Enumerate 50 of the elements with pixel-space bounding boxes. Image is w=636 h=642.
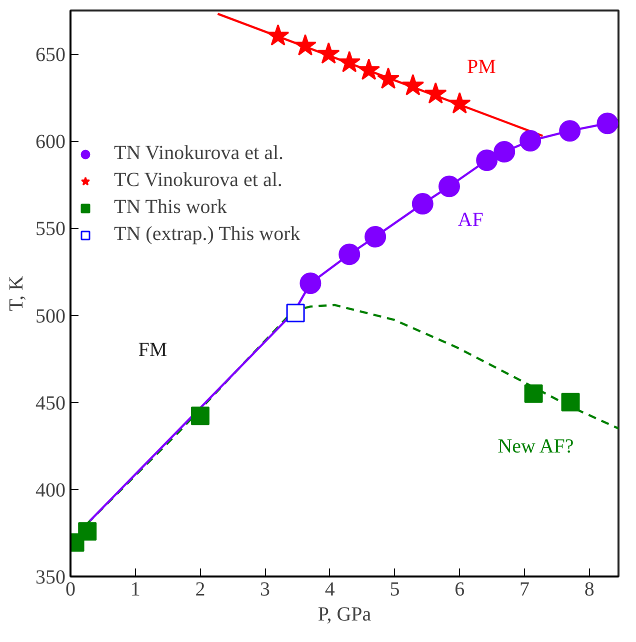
legend-label: TC Vinokurova et al. xyxy=(114,169,282,192)
y-tick-label: 350 xyxy=(36,566,66,588)
y-tick-label: 450 xyxy=(36,392,66,414)
point xyxy=(266,24,290,46)
point xyxy=(412,193,434,215)
point xyxy=(402,74,424,96)
y-axis-title: T, K xyxy=(6,275,28,312)
annotation: New AF? xyxy=(498,435,574,458)
x-tick-label: 4 xyxy=(324,578,335,600)
y-tick-label: 550 xyxy=(36,218,66,240)
point xyxy=(448,92,471,114)
annotation: PM xyxy=(467,56,496,78)
point xyxy=(438,176,460,198)
point xyxy=(520,130,542,152)
point xyxy=(338,244,360,266)
annotation: AF xyxy=(458,208,484,231)
legend-label: TN Vinokurova et al. xyxy=(114,142,284,165)
x-tick-label: 0 xyxy=(66,578,76,600)
point xyxy=(596,112,618,134)
point xyxy=(561,392,580,412)
point xyxy=(476,150,498,172)
x-tick-label: 5 xyxy=(390,578,400,600)
legend-label: TN This work xyxy=(114,196,227,219)
y-tick-label: 600 xyxy=(36,131,66,154)
x-axis-title: P, GPa xyxy=(318,604,372,626)
point xyxy=(78,522,97,541)
point xyxy=(294,34,316,56)
point xyxy=(559,120,581,142)
point xyxy=(338,50,361,72)
point xyxy=(494,141,516,162)
y-tick-label: 500 xyxy=(36,305,66,328)
point xyxy=(364,226,386,248)
legend-label: TN (extrap.) This work xyxy=(114,223,300,246)
point xyxy=(190,406,210,426)
x-tick-label: 8 xyxy=(584,578,594,600)
x-tick-label: 7 xyxy=(519,578,530,600)
y-tick-label: 400 xyxy=(36,479,66,502)
x-tick-label: 6 xyxy=(454,578,465,600)
point xyxy=(286,304,305,322)
point xyxy=(424,82,447,104)
point xyxy=(317,42,340,64)
x-tick-label: 2 xyxy=(195,578,206,600)
point xyxy=(300,272,322,294)
annotation: FM xyxy=(138,339,168,362)
x-tick-label: 1 xyxy=(130,578,140,600)
point xyxy=(377,67,400,89)
point xyxy=(524,384,543,403)
x-tick-label: 3 xyxy=(260,578,270,600)
point xyxy=(358,58,380,80)
y-tick-label: 650 xyxy=(36,44,66,66)
